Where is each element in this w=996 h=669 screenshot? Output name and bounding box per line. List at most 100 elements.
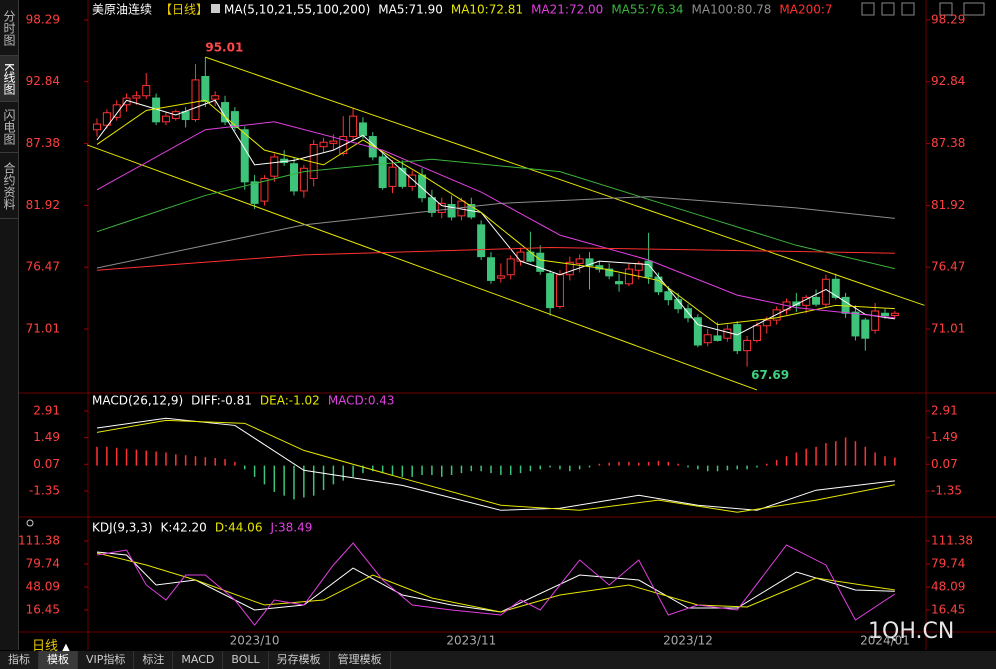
y-tick-label: 2.91	[33, 403, 60, 417]
bottom-tab[interactable]: 指标	[0, 651, 39, 669]
candle-body	[299, 167, 308, 192]
candle-body	[142, 85, 151, 97]
candle-body	[664, 291, 673, 301]
period-selector[interactable]: 日线 ▲	[32, 635, 70, 654]
candle-body	[861, 319, 870, 339]
legend-item: DEA:-1.02	[260, 394, 320, 408]
candle-body	[437, 202, 446, 213]
icon[interactable]	[861, 2, 875, 16]
candle-body	[250, 181, 259, 204]
candle-body	[260, 177, 269, 202]
y-tick-label-right: 98.29	[931, 12, 965, 26]
macd-bar	[519, 465, 522, 474]
macd-bar	[687, 465, 689, 468]
macd-line	[96, 419, 895, 513]
macd-bar	[638, 462, 640, 466]
bottom-tab[interactable]: MACD	[173, 651, 224, 669]
candle-body	[93, 123, 101, 131]
trend-line	[86, 144, 758, 391]
candle-body	[851, 311, 860, 337]
candle-body	[821, 278, 830, 305]
macd-bar	[96, 446, 98, 466]
y-tick-label-right: 81.92	[931, 198, 965, 212]
macd-bar	[874, 452, 876, 466]
side-tab[interactable]: 合约资料	[0, 153, 18, 219]
y-tick-label: 16.45	[26, 603, 60, 617]
macd-bar	[145, 450, 147, 466]
y-tick-label-right: 71.01	[931, 322, 965, 336]
macd-bar	[381, 465, 384, 474]
candle-body	[881, 312, 889, 317]
kdj-line	[96, 542, 896, 626]
candle-body	[743, 339, 752, 352]
side-tabs: 分时图 K线图 闪电图 合约资料	[0, 0, 19, 650]
candle-body	[201, 75, 210, 102]
settings-icon[interactable]	[26, 519, 34, 527]
candle-body	[221, 102, 230, 123]
macd-bar	[795, 452, 798, 466]
macd-bar	[588, 465, 591, 468]
indicator-icon	[211, 4, 220, 13]
y-tick-label-right: 1.49	[931, 430, 958, 444]
candle-body	[496, 275, 505, 279]
arrow: ▲	[62, 642, 70, 653]
legend-item: J:38.49	[269, 521, 312, 535]
candle-body	[812, 296, 821, 305]
legend-item: KDJ(9,3,3)	[92, 521, 153, 535]
ma-line	[96, 196, 895, 269]
y-tick-label: 0.07	[33, 457, 60, 471]
bottom-tab[interactable]: 另存模板	[269, 651, 330, 669]
bottom-tab[interactable]: 模板	[39, 651, 78, 669]
side-tab[interactable]: K线图	[0, 56, 18, 102]
bottom-tab[interactable]: BOLL	[223, 651, 269, 669]
icon[interactable]	[881, 2, 895, 16]
macd-bar	[539, 465, 541, 470]
macd-bar	[569, 465, 571, 472]
candle-body	[427, 197, 436, 213]
side-tab[interactable]: 闪电图	[0, 102, 18, 153]
legend-item: 【日线】	[160, 3, 208, 17]
macd-bar	[716, 465, 719, 472]
candle-body	[752, 325, 761, 341]
high-label: 95.01	[205, 41, 243, 55]
bottom-tab[interactable]: 管理模板	[330, 651, 391, 669]
x-tick-label: 2024/01	[860, 634, 910, 648]
candle-body	[605, 268, 614, 277]
icon[interactable]	[963, 2, 985, 16]
macd-bar	[234, 461, 236, 466]
candle-body	[890, 312, 899, 317]
legend-item: MA100:80.78	[692, 3, 772, 17]
candle-body	[447, 204, 456, 218]
macd-bar	[253, 465, 256, 477]
watermark: 1QH.CN	[868, 619, 954, 644]
side-tab[interactable]: 分时图	[0, 0, 18, 56]
y-tick-label-right: 48.09	[931, 580, 965, 594]
macd-bar	[460, 465, 463, 474]
icon[interactable]	[939, 2, 953, 16]
icon[interactable]	[901, 2, 915, 16]
macd-bar	[106, 446, 108, 466]
candle-body	[349, 115, 358, 138]
candle-body	[388, 166, 397, 187]
macd-bar	[244, 465, 246, 470]
candle-body	[181, 111, 190, 121]
candle-body	[733, 324, 742, 352]
macd-bar	[421, 465, 423, 475]
candle-body	[516, 251, 525, 262]
macd-bar	[549, 465, 551, 468]
legend-item: 美原油连续	[92, 2, 152, 17]
candle-body	[585, 258, 594, 267]
candle-body	[378, 156, 387, 189]
macd-bar	[450, 465, 453, 475]
macd-bar	[352, 465, 354, 477]
bottom-tab[interactable]: 标注	[134, 651, 174, 669]
macd-bar	[844, 437, 847, 466]
y-tick-label: 98.29	[26, 12, 60, 26]
y-tick-label-right: 16.45	[931, 603, 965, 617]
macd-bar	[854, 441, 857, 466]
macd-bar	[411, 465, 413, 477]
y-tick-label: 87.38	[26, 136, 60, 150]
bottom-tab[interactable]: VIP指标	[78, 651, 135, 669]
macd-bar	[490, 465, 492, 474]
